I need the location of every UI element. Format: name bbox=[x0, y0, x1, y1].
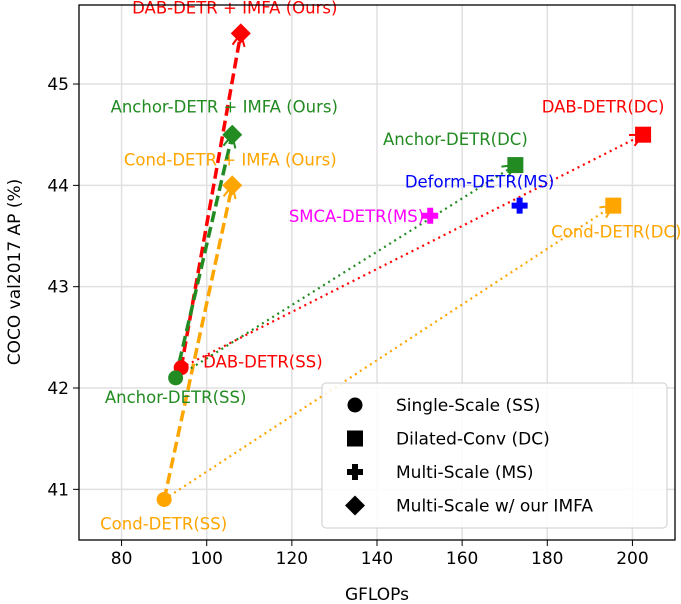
x-tick-label: 120 bbox=[276, 549, 308, 569]
legend-marker bbox=[347, 430, 363, 447]
data-point bbox=[635, 126, 652, 143]
point-label: DAB-DETR(SS) bbox=[203, 353, 322, 372]
x-axis-label: GFLOPs bbox=[345, 585, 409, 604]
y-tick-label: 41 bbox=[47, 480, 69, 500]
data-point bbox=[230, 23, 251, 44]
data-point bbox=[422, 207, 439, 224]
point-label: SMCA-DETR(MS) bbox=[289, 207, 424, 226]
point-label: Deform-DETR(MS) bbox=[405, 173, 555, 192]
y-tick-label: 44 bbox=[47, 176, 69, 196]
data-point bbox=[605, 197, 622, 214]
x-tick-label: 200 bbox=[616, 549, 648, 569]
y-axis-label: COCO val2017 AP (%) bbox=[5, 179, 25, 365]
x-tick-label: 160 bbox=[446, 549, 478, 569]
arrow-line bbox=[173, 134, 234, 379]
x-tick-label: 180 bbox=[531, 549, 563, 569]
point-label: Cond-DETR(SS) bbox=[100, 514, 227, 533]
x-tick-label: 80 bbox=[111, 549, 133, 569]
legend-marker bbox=[345, 495, 365, 516]
data-point bbox=[507, 157, 524, 174]
legend-marker bbox=[347, 464, 363, 480]
y-tick-label: 45 bbox=[47, 75, 69, 95]
point-label: DAB-DETR(DC) bbox=[542, 98, 665, 117]
data-point bbox=[511, 197, 528, 214]
data-point bbox=[168, 370, 184, 386]
y-tick-label: 43 bbox=[47, 278, 69, 298]
legend-label: Multi-Scale w/ our IMFA bbox=[396, 497, 593, 517]
legend-label: Multi-Scale (MS) bbox=[396, 463, 534, 483]
x-tick-label: 100 bbox=[190, 549, 222, 569]
plot-frame bbox=[78, 4, 676, 541]
point-label: DAB-DETR + IMFA (Ours) bbox=[132, 0, 337, 17]
legend-marker bbox=[347, 397, 363, 413]
x-tick-label: 140 bbox=[361, 549, 393, 569]
arrow-line bbox=[175, 164, 516, 379]
y-tick-label: 42 bbox=[47, 379, 69, 399]
point-label: Anchor-DETR(SS) bbox=[105, 388, 247, 407]
point-label: Cond-DETR(DC) bbox=[551, 223, 681, 242]
legend-label: Single-Scale (SS) bbox=[396, 396, 540, 416]
legend-label: Dilated-Conv (DC) bbox=[396, 430, 550, 450]
point-label: Cond-DETR + IMFA (Ours) bbox=[124, 150, 337, 169]
point-label: Anchor-DETR(DC) bbox=[383, 130, 528, 149]
data-point bbox=[222, 175, 243, 196]
data-point bbox=[156, 491, 172, 507]
legend-box bbox=[321, 382, 668, 529]
arrow-line bbox=[162, 184, 234, 500]
point-label: Anchor-DETR + IMFA (Ours) bbox=[111, 98, 338, 117]
arrow-line bbox=[180, 133, 644, 369]
data-point bbox=[222, 124, 243, 145]
